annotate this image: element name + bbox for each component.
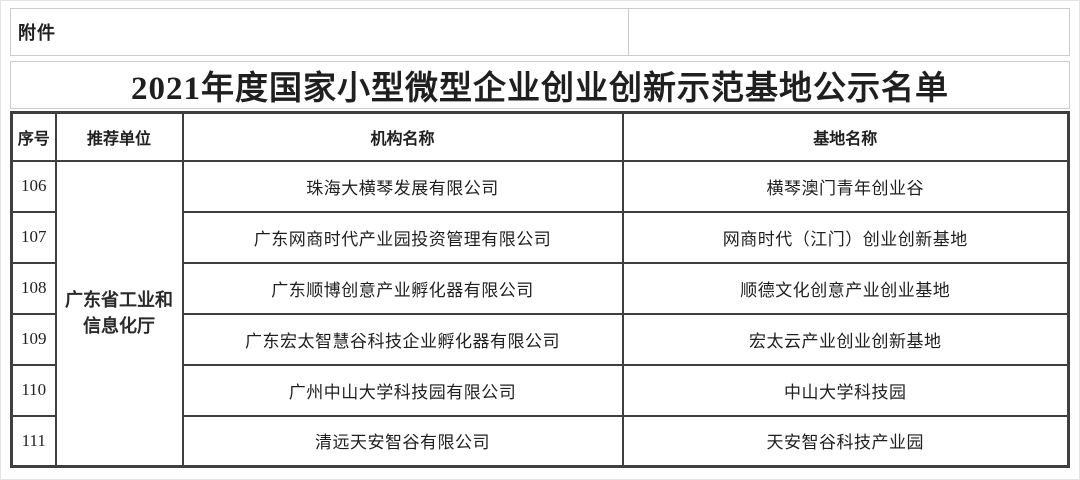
serial-cell: 109 [10,312,57,366]
announcement-table: 序号 推荐单位 机构名称 基地名称 106 广东省工业和信息化厅 珠海大横琴发展… [10,111,1070,468]
serial-cell: 108 [10,261,57,315]
title-box: 2021年度国家小型微型企业创业创新示范基地公示名单 [10,61,1070,109]
org-cell: 广东网商时代产业园投资管理有限公司 [181,210,624,264]
org-cell: 广东宏太智慧谷科技企业孵化器有限公司 [181,312,624,366]
table-row: 111 清远天安智谷有限公司 天安智谷科技产业园 [10,414,1070,468]
base-cell: 顺德文化创意产业创业基地 [621,261,1070,315]
serial-cell: 111 [10,414,57,468]
base-cell: 天安智谷科技产业园 [621,414,1070,468]
attachment-label: 附件 [18,23,56,43]
column-header-org: 机构名称 [181,111,624,162]
attachment-box: 附件 [10,8,629,56]
org-cell: 广东顺博创意产业孵化器有限公司 [181,261,624,315]
table-row: 109 广东宏太智慧谷科技企业孵化器有限公司 宏太云产业创业创新基地 [10,312,1070,366]
base-cell: 中山大学科技园 [621,363,1070,417]
table-row: 110 广州中山大学科技园有限公司 中山大学科技园 [10,363,1070,417]
column-header-base: 基地名称 [621,111,1070,162]
serial-cell: 106 [10,159,57,213]
column-header-serial: 序号 [10,111,57,162]
table-header-row: 序号 推荐单位 机构名称 基地名称 [10,111,1070,162]
org-cell: 广州中山大学科技园有限公司 [181,363,624,417]
base-cell: 横琴澳门青年创业谷 [621,159,1070,213]
attachment-box-empty [629,8,1070,56]
base-cell: 网商时代（江门）创业创新基地 [621,210,1070,264]
org-cell: 清远天安智谷有限公司 [181,414,624,468]
serial-cell: 110 [10,363,57,417]
attachment-strip: 附件 [10,8,1070,56]
table-row: 107 广东网商时代产业园投资管理有限公司 网商时代（江门）创业创新基地 [10,210,1070,264]
base-cell: 宏太云产业创业创新基地 [621,312,1070,366]
table-row: 106 广东省工业和信息化厅 珠海大横琴发展有限公司 横琴澳门青年创业谷 [10,159,1070,468]
page-title: 2021年度国家小型微型企业创业创新示范基地公示名单 [131,71,949,107]
column-header-recommender: 推荐单位 [54,111,184,162]
recommender-cell: 广东省工业和信息化厅 [54,159,184,468]
table-row: 108 广东顺博创意产业孵化器有限公司 顺德文化创意产业创业基地 [10,261,1070,315]
org-cell: 珠海大横琴发展有限公司 [181,159,624,213]
serial-cell: 107 [10,210,57,264]
